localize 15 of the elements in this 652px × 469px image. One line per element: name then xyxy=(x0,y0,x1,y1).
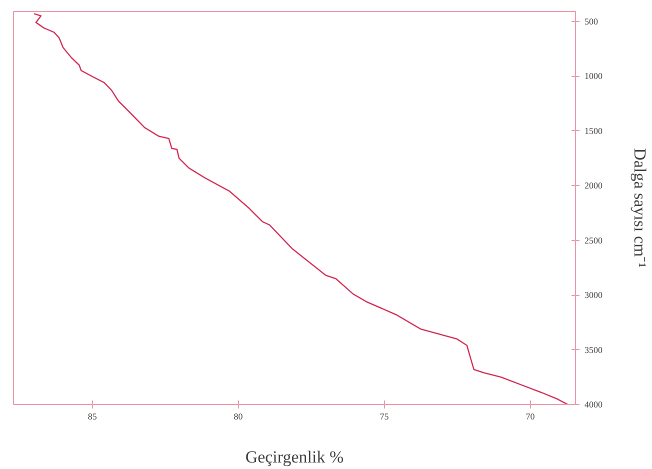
y-tick-label: 2500 xyxy=(584,235,603,246)
line-series xyxy=(33,13,568,404)
y-tick-label: 1000 xyxy=(584,71,603,82)
x-tick-label: 75 xyxy=(380,412,390,422)
y-tick-label: 2000 xyxy=(584,180,603,191)
y-tick-label: 3000 xyxy=(584,290,603,300)
y-axis-title: Dalga sayısı cm⁻¹ xyxy=(630,148,650,268)
x-axis-title: Geçirgenlik % xyxy=(245,448,344,466)
y-tick-label: 4000 xyxy=(584,400,603,410)
y-tick-label: 1500 xyxy=(584,126,603,136)
x-tick-label: 85 xyxy=(88,412,98,422)
x-tick-label: 80 xyxy=(234,412,244,422)
y-tick-label: 3500 xyxy=(584,344,603,355)
x-tick-label: 70 xyxy=(526,412,536,422)
y-tick-label: 500 xyxy=(584,16,598,26)
